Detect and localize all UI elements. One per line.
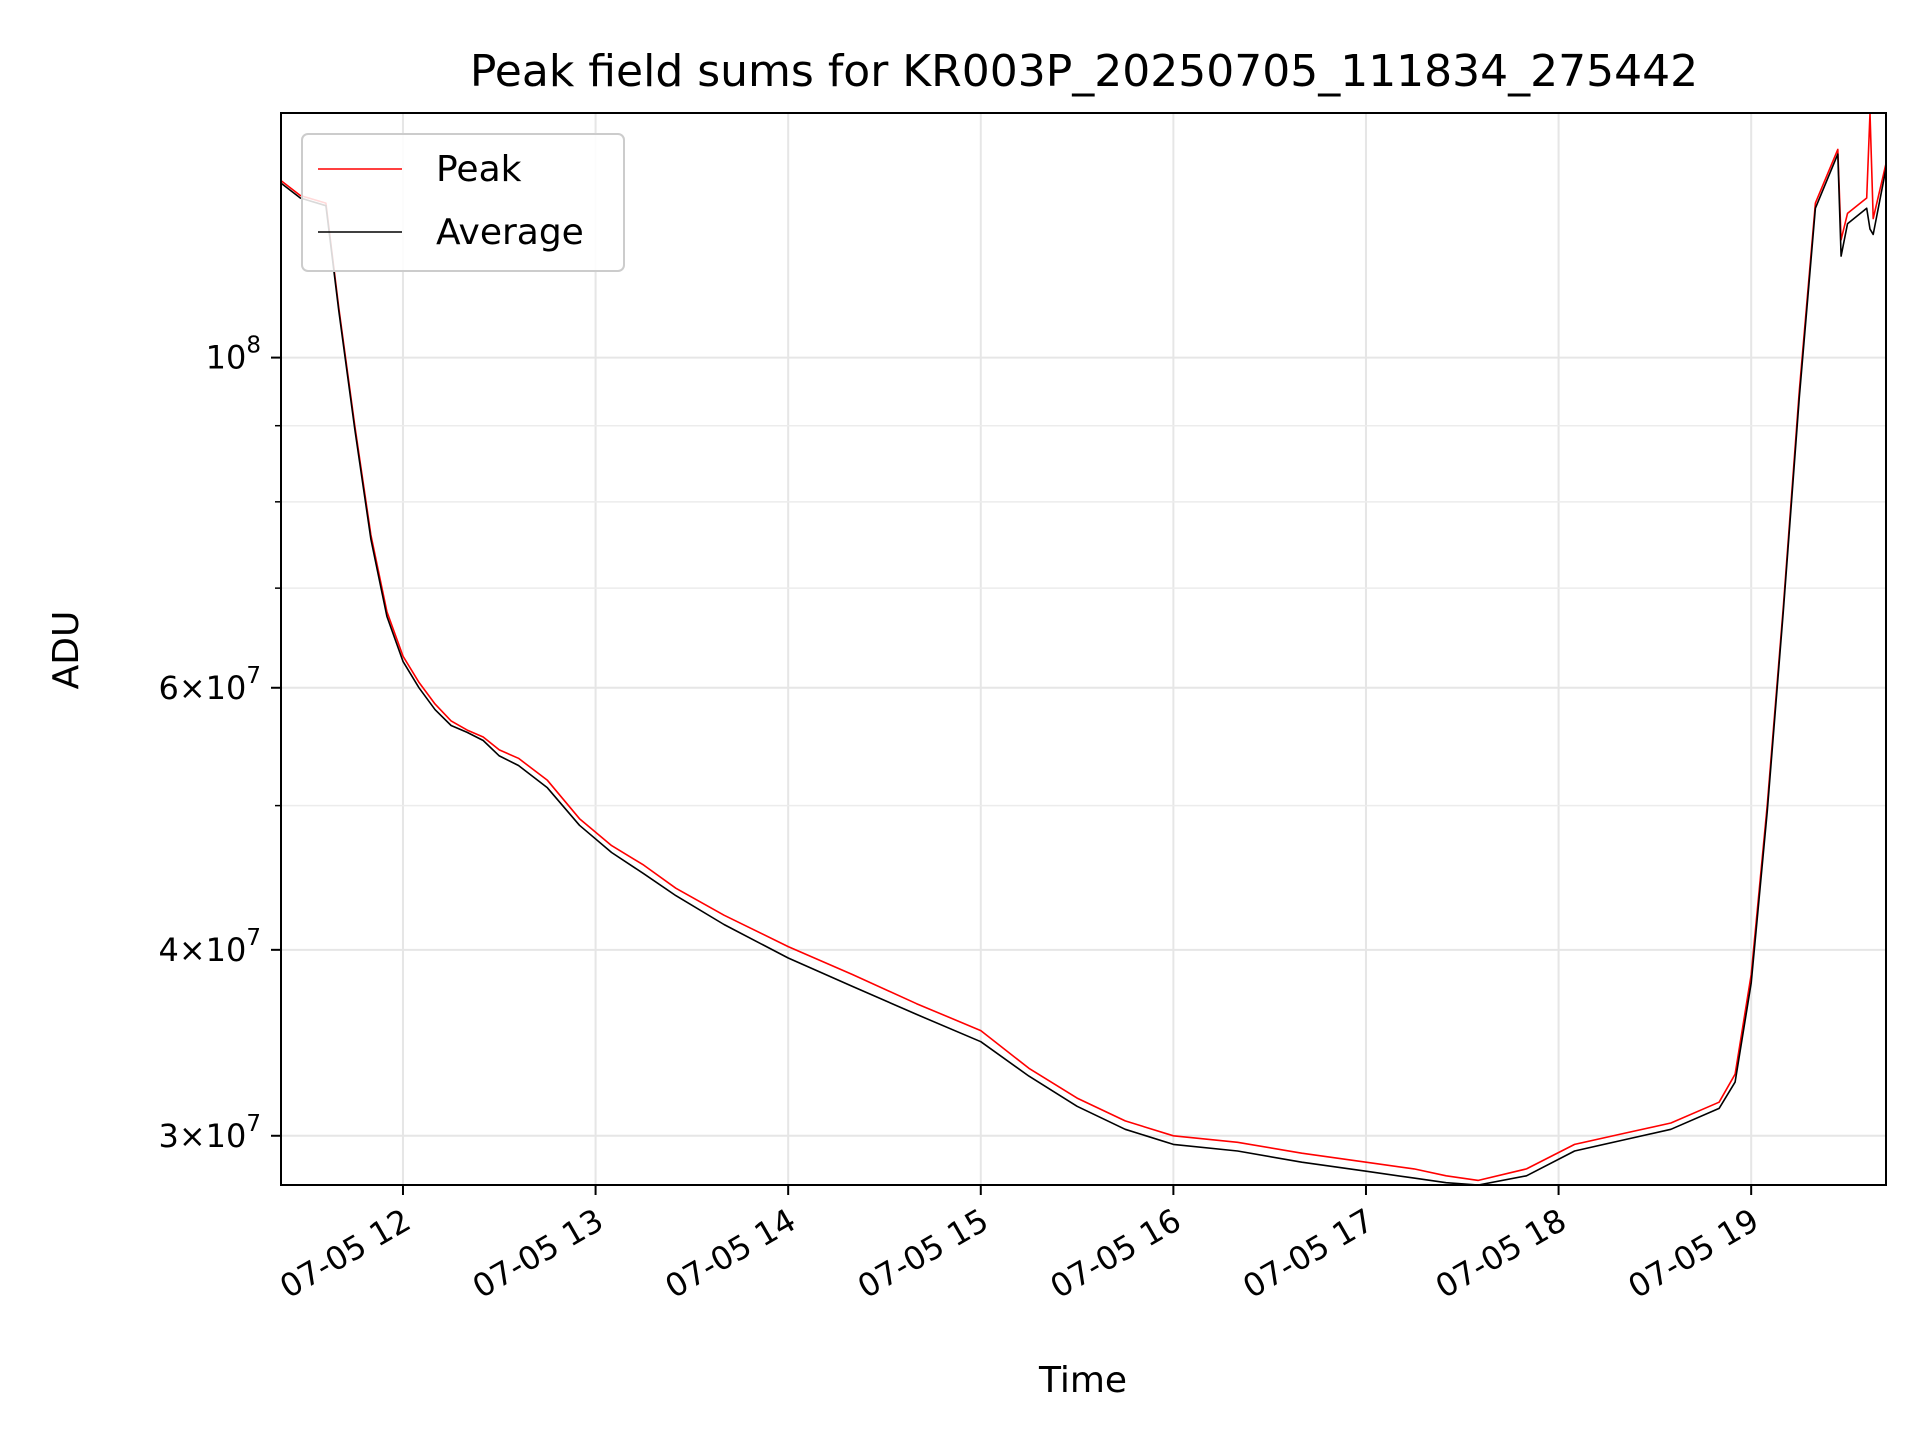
series-layer xyxy=(281,113,1886,1185)
grid xyxy=(281,113,1886,1185)
legend-label-average: Average xyxy=(436,212,584,253)
y-axis-label: ADU xyxy=(46,611,87,690)
legend-label-peak: Peak xyxy=(436,149,522,190)
y-tick-label: 6×107 xyxy=(158,663,261,707)
chart-title: Peak field sums for KR003P_20250705_1118… xyxy=(470,46,1698,97)
y-tick-label: 4×107 xyxy=(158,925,261,969)
y-axis-ticks: 3×107 4×107 6×107 108 xyxy=(158,333,281,1155)
x-axis-label: Time xyxy=(1038,1360,1127,1401)
y-tick-label: 3×107 xyxy=(158,1111,261,1155)
y-tick-label: 108 xyxy=(206,333,261,377)
plot-frame xyxy=(280,112,1887,1186)
legend: Peak Average xyxy=(301,133,625,272)
series-line-average xyxy=(281,153,1886,1185)
